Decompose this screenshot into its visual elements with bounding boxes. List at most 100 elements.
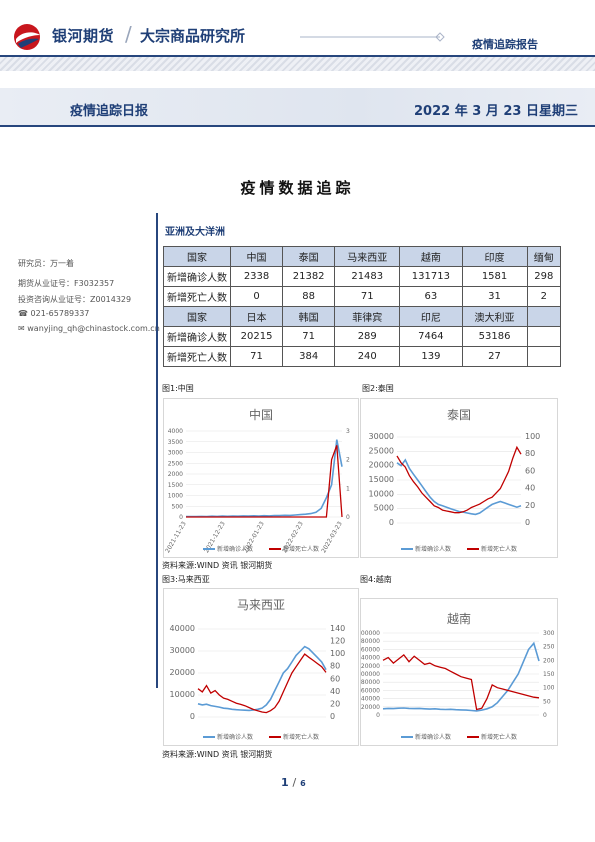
series-line-cases — [396, 458, 522, 516]
x-tick-label: 2021-11-23 — [164, 520, 188, 554]
y-left-tick-label: 30000 — [369, 432, 394, 441]
researcher-name: 研究员：万一着 — [18, 259, 74, 268]
y-left-tick-label: 10000 — [170, 690, 195, 699]
sidebar-divider — [156, 213, 158, 688]
series-line-deaths — [186, 445, 343, 518]
y-right-tick-label: 100 — [525, 432, 540, 441]
y-left-tick-label: 2500 — [168, 460, 183, 467]
table-cell: 71 — [282, 326, 336, 347]
chart-vietnam-frame: 越南02000040000600008000010000012000014000… — [357, 598, 558, 746]
table-cell: 中国 — [229, 246, 284, 267]
email-row: ✉ wanyjing_qh@chinastock.com.cn — [18, 324, 160, 333]
y-left-tick-label: 0 — [389, 518, 394, 527]
table-cell: 马来西亚 — [334, 246, 401, 267]
y-left-tick-label: 30000 — [170, 646, 195, 655]
table-cell: 泰国 — [282, 246, 336, 267]
chart-title: 泰国 — [447, 408, 471, 422]
y-left-tick-label: 5000 — [374, 504, 394, 513]
consult-license: 投资咨询从业证号：Z0014329 — [18, 295, 132, 304]
section-title: 亚洲及大洋洲 — [165, 227, 225, 238]
y-left-tick-label: 4000 — [168, 428, 183, 435]
table-row: 国家 日本 韩国 菲律宾 印尼 澳大利亚 — [163, 306, 562, 327]
chart-title: 越南 — [447, 611, 471, 626]
y-right-tick-label: 100 — [330, 649, 345, 658]
table-cell: 1581 — [461, 266, 528, 287]
x-tick-label: 2022-03-23 — [320, 520, 344, 554]
y-left-tick-label: 15000 — [369, 475, 394, 484]
chart-thailand-frame: 泰国 0 5000 10000 15000 20000 25000 30000 0 20 40 60 8… — [360, 398, 558, 558]
y-left-tick-label: 100000 — [361, 671, 380, 678]
y-right-tick-label: 140 — [330, 624, 345, 633]
y-right-tick-label: 20 — [330, 699, 340, 708]
email-address[interactable]: wanyjing_qh@chinastock.com.cn — [27, 324, 160, 333]
table-cell: 139 — [399, 346, 463, 367]
series-line-deaths — [382, 653, 540, 711]
table-cell: 20215 — [229, 326, 284, 347]
table-cell: 日本 — [229, 306, 284, 327]
table-cell: 0 — [229, 286, 284, 307]
page-title: 疫情数据追踪 — [240, 179, 355, 197]
y-left-tick-label: 160000 — [361, 646, 380, 653]
y-right-tick-label: 0 — [525, 518, 530, 527]
banner-rule — [0, 125, 595, 127]
table-cell — [526, 306, 562, 327]
figure-4-label: 图4:越南 — [360, 575, 392, 584]
table-cell: 131713 — [399, 266, 463, 287]
table-cell: 384 — [282, 346, 336, 367]
y-left-tick-label: 1000 — [168, 493, 183, 500]
table-cell: 菲律宾 — [334, 306, 401, 327]
table-cell: 7464 — [399, 326, 463, 347]
table-cell: 31 — [461, 286, 528, 307]
table-cell: 88 — [282, 286, 336, 307]
table-cell: 新增死亡人数 — [163, 346, 231, 367]
y-right-tick-label: 3 — [346, 428, 350, 435]
y-left-tick-label: 25000 — [369, 446, 394, 455]
table-cell: 新增死亡人数 — [163, 286, 231, 307]
legend-label-deaths: 新增死亡人数 — [481, 545, 517, 553]
figure-source-2: 资料来源:WIND 资讯 银河期货 — [162, 750, 273, 759]
table-cell: 韩国 — [282, 306, 336, 327]
y-left-tick-label: 140000 — [361, 655, 380, 662]
series-line-cases — [382, 641, 540, 712]
y-left-tick-label: 0 — [376, 712, 380, 719]
brand-name: 银河期货 — [52, 27, 115, 45]
legend-label-cases: 新增确诊人数 — [415, 545, 451, 553]
epidemic-data-table: 国家 中国 泰国 马来西亚 越南 印度 缅甸 新增确诊人数 2338 21382… — [163, 246, 562, 367]
table-cell: 53186 — [461, 326, 528, 347]
chart-vietnam: 越南02000040000600008000010000012000014000… — [357, 611, 555, 741]
chart-china: 中国 0 500 1000 1500 2000 2500 3000 3500 4000 0 1 2 3 20… — [164, 407, 350, 554]
galaxy-futures-logo-icon — [14, 24, 40, 50]
y-right-tick-label: 0 — [330, 712, 335, 721]
legend-label-cases: 新增确诊人数 — [415, 733, 451, 741]
table-cell: 21382 — [282, 266, 336, 287]
header-decoration — [300, 32, 445, 42]
y-right-tick-label: 20 — [525, 501, 535, 510]
futures-license: 期货从业证号：F3032357 — [18, 279, 115, 288]
chart-thailand: 泰国 0 5000 10000 15000 20000 25000 30000 0 20 40 60 8… — [369, 408, 541, 553]
header-rule — [0, 55, 595, 57]
y-right-tick-label: 60 — [330, 674, 340, 683]
department-name: 大宗商品研究所 — [140, 27, 246, 45]
series-line-deaths — [197, 653, 327, 714]
legend-label-cases: 新增确诊人数 — [217, 733, 253, 741]
table-row: 新增确诊人数 20215 71 289 7464 53186 — [163, 326, 562, 347]
table-cell: 71 — [334, 286, 401, 307]
legend-label-deaths: 新增死亡人数 — [481, 733, 517, 741]
page-total: 6 — [300, 779, 306, 788]
table-cell — [526, 326, 562, 347]
figure-2-label: 图2:泰国 — [362, 384, 394, 393]
y-right-tick-label: 100 — [543, 685, 555, 692]
banner-title: 疫情追踪日报 — [70, 104, 149, 119]
table-row: 新增死亡人数 0 88 71 63 31 2 — [163, 286, 562, 307]
table-row: 新增死亡人数 71 384 240 139 27 — [163, 346, 562, 367]
legend-label-deaths: 新增死亡人数 — [283, 545, 319, 553]
table-cell: 国家 — [163, 306, 231, 327]
phone-icon: ☎ — [18, 309, 28, 318]
brand-separator: / — [125, 22, 132, 46]
y-left-tick-label: 40000 — [361, 696, 380, 703]
legend-label-deaths: 新增死亡人数 — [283, 733, 319, 741]
table-cell: 印尼 — [399, 306, 463, 327]
table-cell: 27 — [461, 346, 528, 367]
y-left-tick-label: 40000 — [170, 624, 195, 633]
y-right-tick-label: 120 — [330, 637, 345, 646]
